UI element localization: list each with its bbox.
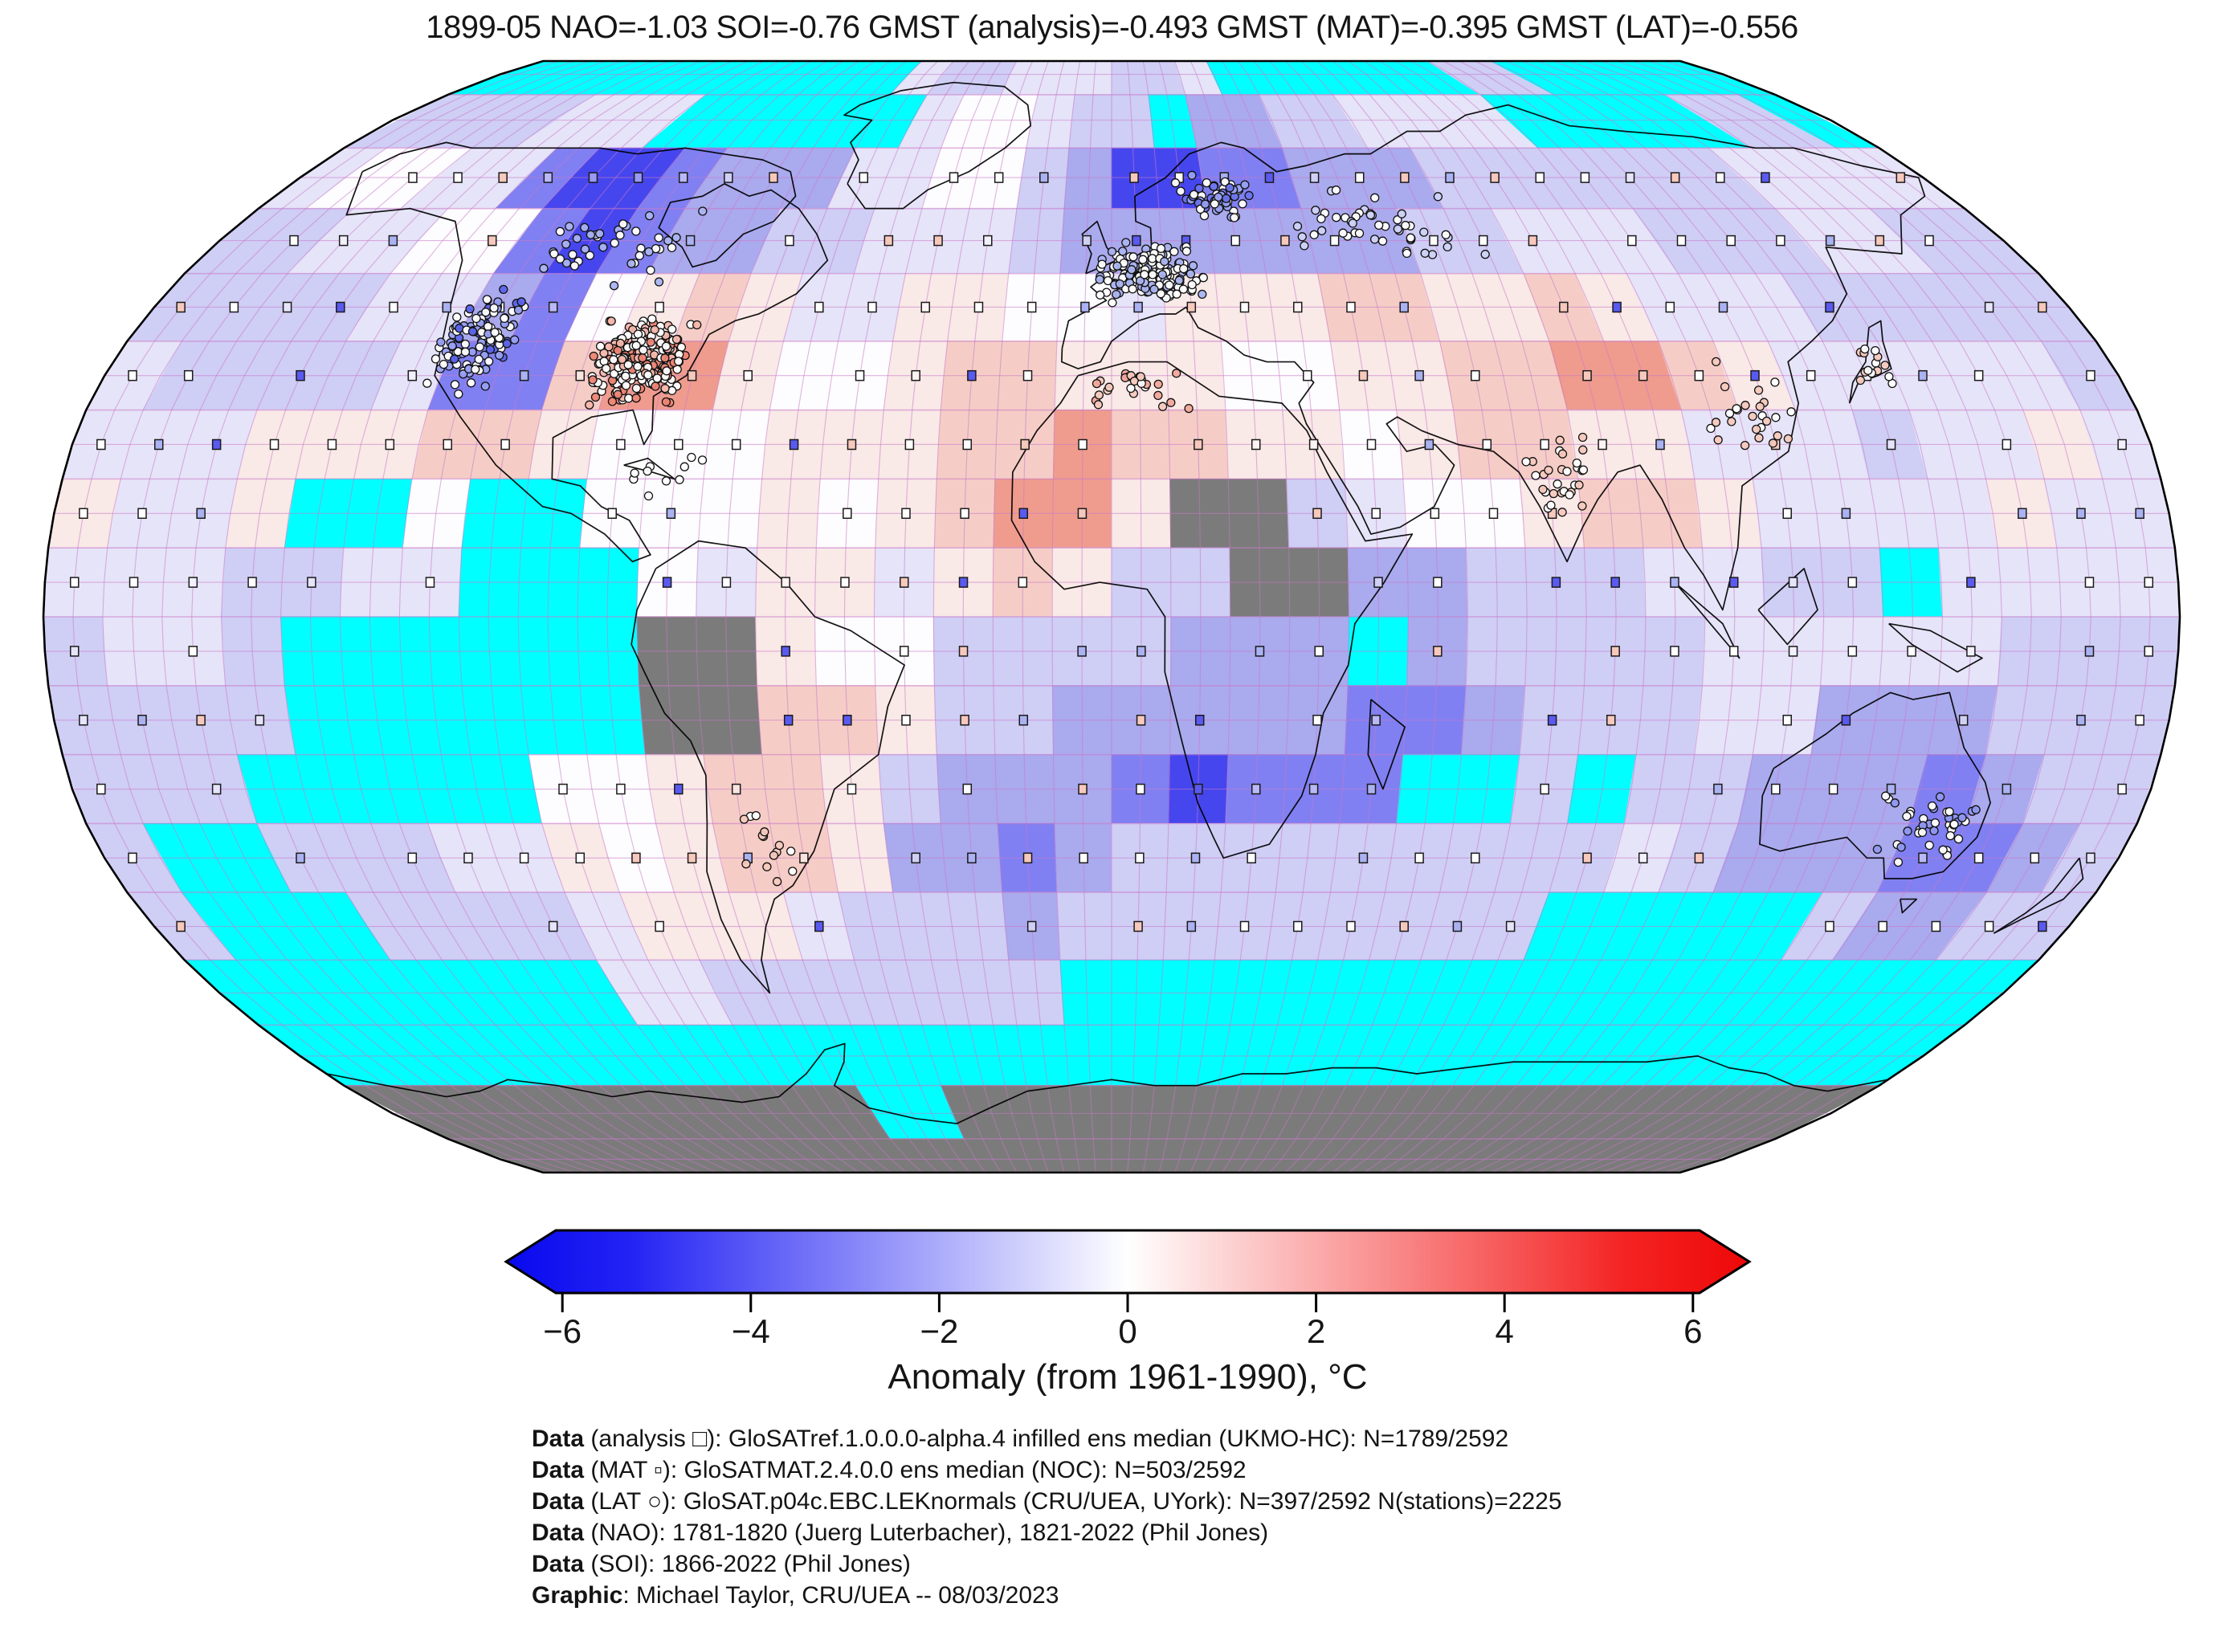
svg-text:6: 6: [1683, 1312, 1702, 1350]
colorbar-axis-label: Anomaly (from 1961-1990), °C: [888, 1357, 1368, 1397]
credit-line: Data (analysis □): GloSATref.1.0.0.0-alp…: [532, 1426, 1509, 1452]
credit-line: Data (SOI): 1866-2022 (Phil Jones): [532, 1551, 911, 1577]
svg-text:−6: −6: [543, 1312, 582, 1350]
credit-line: Data (LAT ○): GloSAT.p04c.EBC.LEKnormals…: [532, 1488, 1562, 1515]
svg-text:2: 2: [1307, 1312, 1325, 1350]
svg-text:0: 0: [1118, 1312, 1136, 1350]
projection-outline: [42, 59, 2181, 1174]
credit-line: Data (NAO): 1781-1820 (Juerg Luterbacher…: [532, 1519, 1269, 1546]
credit-line: Data (MAT ▫): GloSATMAT.2.4.0.0 ens medi…: [532, 1457, 1247, 1483]
svg-text:−2: −2: [920, 1312, 958, 1350]
credit-line: Graphic: Michael Taylor, CRU/UEA -- 08/0…: [532, 1582, 1059, 1609]
svg-text:−4: −4: [732, 1312, 770, 1350]
credits-block: Data (analysis □): GloSATref.1.0.0.0-alp…: [532, 1423, 1562, 1611]
coastlines: [326, 81, 2084, 1124]
grid-point-markers: [70, 172, 2153, 932]
svg-text:4: 4: [1496, 1312, 1514, 1350]
colorbar: −6 −4 −2 0 2 4 6: [504, 1229, 1752, 1350]
station-circles: [422, 170, 1981, 887]
figure-title: 1899-05 NAO=-1.03 SOI=-0.76 GMST (analys…: [426, 10, 1798, 45]
